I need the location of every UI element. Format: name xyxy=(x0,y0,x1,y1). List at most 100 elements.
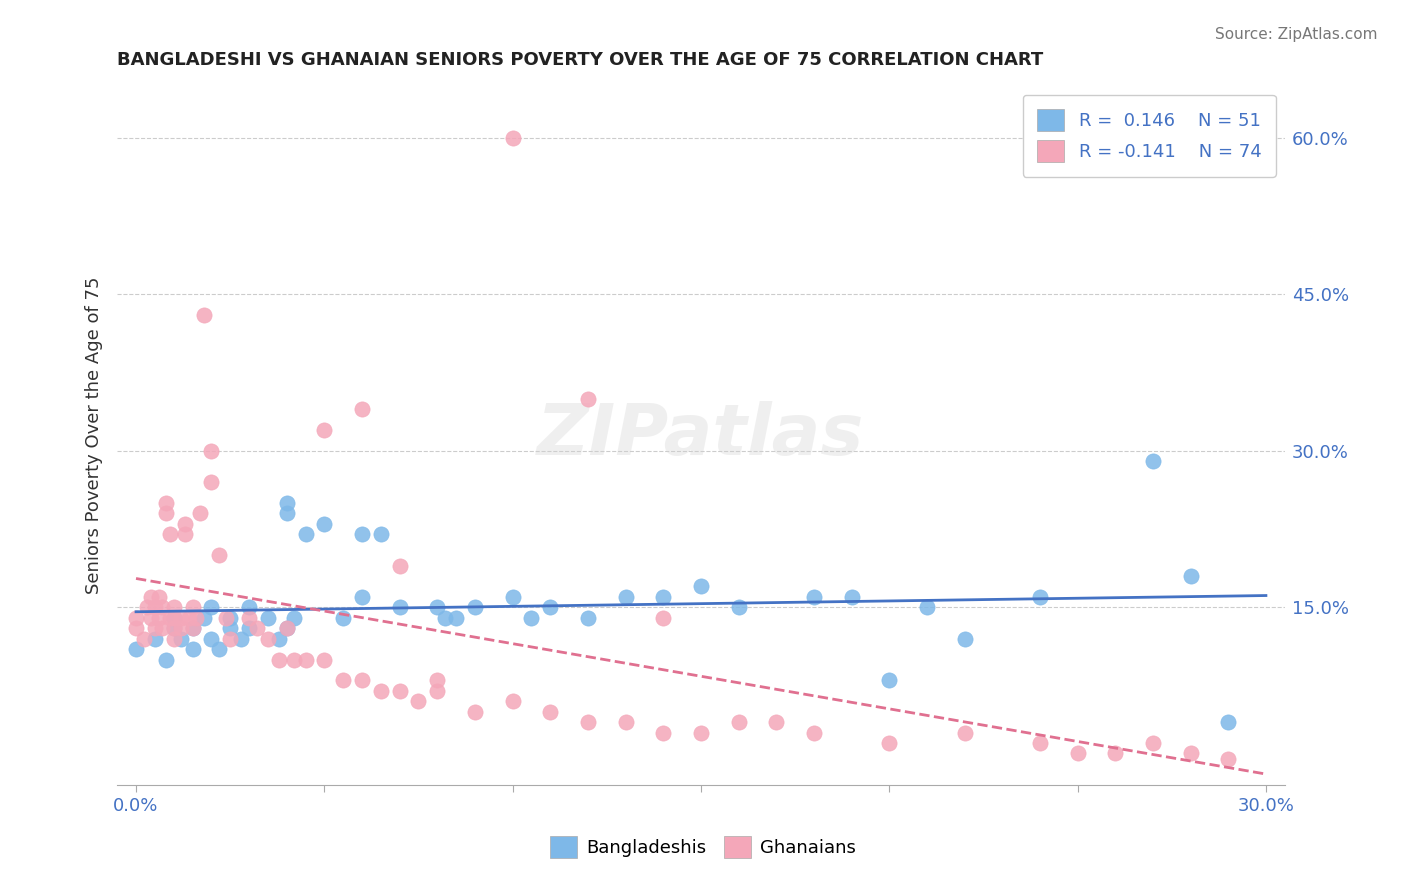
Point xyxy=(256,611,278,625)
Point xyxy=(193,308,215,322)
Point xyxy=(520,611,543,625)
Point xyxy=(276,621,298,635)
Point xyxy=(155,652,177,666)
Point xyxy=(276,621,298,635)
Point xyxy=(174,527,197,541)
Point xyxy=(433,611,456,625)
Point xyxy=(538,705,561,719)
Point xyxy=(136,600,159,615)
Point xyxy=(388,600,411,615)
Point xyxy=(188,507,211,521)
Point xyxy=(276,507,298,521)
Point xyxy=(139,590,162,604)
Point xyxy=(174,516,197,531)
Point xyxy=(238,621,260,635)
Point xyxy=(727,600,749,615)
Point xyxy=(426,683,449,698)
Point xyxy=(314,423,336,437)
Point xyxy=(139,611,162,625)
Point xyxy=(208,642,231,657)
Point xyxy=(170,632,193,646)
Point xyxy=(155,507,177,521)
Point xyxy=(159,611,181,625)
Point xyxy=(426,600,449,615)
Point xyxy=(314,652,336,666)
Text: BANGLADESHI VS GHANAIAN SENIORS POVERTY OVER THE AGE OF 75 CORRELATION CHART: BANGLADESHI VS GHANAIAN SENIORS POVERTY … xyxy=(117,51,1043,69)
Point xyxy=(652,590,675,604)
Point xyxy=(444,611,467,625)
Point xyxy=(953,725,976,739)
Point xyxy=(269,652,291,666)
Point xyxy=(877,736,900,750)
Point xyxy=(1142,454,1164,468)
Point xyxy=(208,548,231,562)
Point xyxy=(200,443,222,458)
Point xyxy=(219,632,242,646)
Point xyxy=(614,715,637,730)
Point xyxy=(148,590,170,604)
Point xyxy=(163,611,186,625)
Point xyxy=(276,496,298,510)
Point xyxy=(576,392,599,406)
Point xyxy=(690,725,713,739)
Point xyxy=(464,600,486,615)
Point xyxy=(283,611,305,625)
Point xyxy=(200,475,222,489)
Point xyxy=(181,621,204,635)
Point xyxy=(231,632,253,646)
Point xyxy=(314,516,336,531)
Point xyxy=(186,611,208,625)
Point xyxy=(953,632,976,646)
Point xyxy=(181,600,204,615)
Point xyxy=(1218,752,1240,766)
Point xyxy=(177,611,200,625)
Y-axis label: Seniors Poverty Over the Age of 75: Seniors Poverty Over the Age of 75 xyxy=(86,277,103,594)
Point xyxy=(238,611,260,625)
Point xyxy=(148,611,170,625)
Point xyxy=(150,600,173,615)
Point xyxy=(219,611,242,625)
Point xyxy=(841,590,863,604)
Point xyxy=(350,527,373,541)
Point xyxy=(143,621,166,635)
Point xyxy=(238,600,260,615)
Point xyxy=(200,600,222,615)
Point xyxy=(1066,747,1088,761)
Point xyxy=(350,402,373,417)
Point xyxy=(652,725,675,739)
Point xyxy=(200,632,222,646)
Point xyxy=(370,527,392,541)
Point xyxy=(502,694,524,708)
Text: ZIPatlas: ZIPatlas xyxy=(537,401,865,469)
Point xyxy=(159,527,181,541)
Point xyxy=(125,642,148,657)
Point xyxy=(1104,747,1126,761)
Point xyxy=(332,673,354,688)
Point xyxy=(1180,569,1202,583)
Point xyxy=(690,579,713,593)
Point xyxy=(150,621,173,635)
Point xyxy=(256,632,278,646)
Point xyxy=(408,694,430,708)
Point xyxy=(1029,590,1052,604)
Point xyxy=(163,621,186,635)
Point xyxy=(219,621,242,635)
Point xyxy=(915,600,938,615)
Point xyxy=(193,611,215,625)
Point xyxy=(163,621,186,635)
Point xyxy=(155,496,177,510)
Point xyxy=(1029,736,1052,750)
Point xyxy=(181,621,204,635)
Point xyxy=(294,527,316,541)
Point xyxy=(652,611,675,625)
Point xyxy=(614,590,637,604)
Point xyxy=(294,652,316,666)
Point xyxy=(388,558,411,573)
Point xyxy=(538,600,561,615)
Point xyxy=(350,673,373,688)
Point xyxy=(143,632,166,646)
Point xyxy=(170,611,193,625)
Point xyxy=(877,673,900,688)
Point xyxy=(388,683,411,698)
Point xyxy=(1180,747,1202,761)
